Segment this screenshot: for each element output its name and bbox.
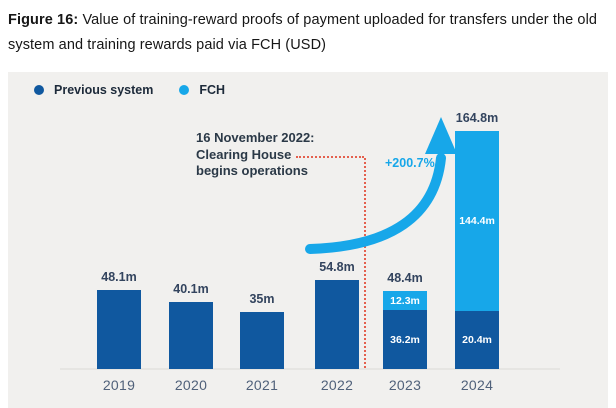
bar-segment-fch: 12.3m: [383, 291, 427, 310]
figure-caption-text: Value of training-reward proofs of payme…: [8, 12, 598, 54]
bar-column-2024: 164.8m 144.4m 20.4m 2024: [455, 111, 499, 393]
year-label: 2021: [245, 377, 279, 393]
bar-column-2020: 40.1m 2020: [169, 282, 213, 393]
bar-segment-previous-label: 36.2m: [390, 333, 420, 346]
bar-column-2022: 54.8m 2022: [315, 260, 359, 393]
year-label: 2023: [388, 377, 422, 393]
figure-caption: Figure 16: Value of training-reward proo…: [8, 8, 608, 59]
event-annotation-line-3: begins operations: [196, 163, 308, 178]
bar-segment-fch-label: 144.4m: [459, 215, 495, 227]
legend-dot-fch-icon: [179, 85, 190, 95]
bar-stack: [169, 302, 213, 369]
event-annotation-line-2: Clearing House: [196, 146, 292, 162]
bar-segment-previous: [97, 290, 141, 369]
bar-stack: [97, 290, 141, 369]
bar-stack: [240, 312, 284, 369]
bar-stack: 12.3m 36.2m: [383, 291, 427, 369]
bar-segment-previous-label: 20.4m: [462, 334, 492, 346]
growth-percent-label: +200.7%: [385, 156, 435, 170]
chart-panel: Previous system FCH 16 November 2022: Cl…: [8, 72, 608, 408]
year-label: 2022: [320, 377, 354, 393]
year-label: 2020: [174, 377, 208, 393]
event-dotted-line-vertical: [364, 158, 366, 368]
legend-item-fch: FCH: [179, 83, 225, 97]
bar-total-label: 164.8m: [455, 111, 499, 125]
year-label: 2024: [460, 377, 494, 393]
bar-total-label: 48.4m: [387, 271, 423, 285]
bar-stack: 144.4m 20.4m: [455, 131, 499, 369]
bar-column-2021: 35m 2021: [240, 292, 284, 393]
bar-segment-fch-label: 12.3m: [390, 294, 420, 307]
year-label: 2019: [102, 377, 136, 393]
bar-total-label: 35m: [249, 292, 275, 306]
legend-item-previous-system: Previous system: [34, 83, 153, 97]
bar-column-2023: 48.4m 12.3m 36.2m 2023: [383, 271, 427, 393]
bar-segment-previous: [240, 312, 284, 369]
event-dotted-line-horizontal: [296, 156, 364, 158]
bar-segment-previous: 20.4m: [455, 311, 499, 369]
bar-segment-fch: 144.4m: [455, 131, 499, 311]
bar-column-2019: 48.1m 2019: [97, 270, 141, 393]
bar-segment-previous: 36.2m: [383, 310, 427, 369]
bar-segment-previous: [315, 280, 359, 369]
chart-legend: Previous system FCH: [34, 83, 225, 97]
bar-total-label: 48.1m: [101, 270, 137, 284]
bar-total-label: 54.8m: [319, 260, 355, 274]
figure-caption-label: Figure 16:: [8, 12, 79, 28]
chart-baseline: [60, 368, 560, 370]
legend-label-previous-system: Previous system: [54, 83, 154, 97]
bar-stack: [315, 280, 359, 369]
bar-segment-previous: [169, 302, 213, 369]
bar-total-label: 40.1m: [173, 282, 209, 296]
legend-dot-previous-system-icon: [34, 85, 44, 95]
event-annotation-line-1: 16 November 2022:: [196, 130, 315, 145]
event-annotation: 16 November 2022: Clearing House begins …: [196, 130, 315, 180]
legend-label-fch: FCH: [199, 83, 226, 97]
